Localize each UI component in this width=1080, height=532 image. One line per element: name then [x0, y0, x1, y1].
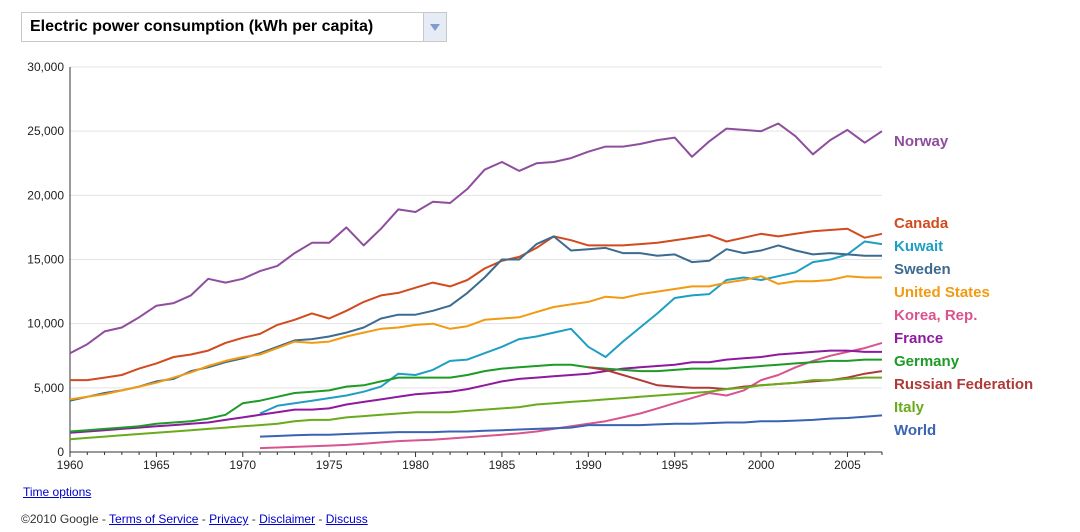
- series-line: [69, 376, 882, 441]
- legend-label: Korea, Rep.: [894, 307, 977, 324]
- legend-label: Germany: [894, 353, 960, 370]
- series-line: [69, 349, 882, 434]
- chevron-down-icon: [430, 24, 440, 31]
- footer-separator: -: [98, 512, 110, 526]
- chart-series: [69, 122, 883, 450]
- copyright-text: ©2010 Google: [21, 512, 99, 526]
- discuss-link[interactable]: Discuss: [325, 512, 368, 526]
- privacy-link[interactable]: Privacy: [209, 512, 249, 526]
- chart-legend: Norway Canada Kuwait Sweden United States Kor…: [894, 133, 1033, 439]
- x-tick-label: 2005: [834, 458, 861, 472]
- footer: ©2010 Google - Terms of Service - Privac…: [21, 512, 368, 526]
- series-line: [69, 358, 882, 433]
- legend-label: Russian Federation: [894, 376, 1033, 393]
- chart-grid: [70, 66, 882, 389]
- legend-label: France: [894, 330, 943, 347]
- y-tick-label: 15,000: [27, 253, 64, 267]
- x-tick-label: 2000: [748, 458, 775, 472]
- series-line: [259, 240, 883, 415]
- legend-label: World: [894, 422, 936, 439]
- x-tick-label: 1985: [489, 458, 516, 472]
- x-tick-label: 1975: [316, 458, 343, 472]
- disclaimer-link[interactable]: Disclaimer: [259, 512, 316, 526]
- series-line: [70, 227, 883, 382]
- x-tick-label: 1960: [57, 458, 84, 472]
- indicator-selector[interactable]: Electric power consumption (kWh per capi…: [21, 12, 447, 42]
- legend-label: Norway: [894, 133, 949, 150]
- time-options-link[interactable]: Time options: [23, 485, 92, 499]
- terms-link[interactable]: Terms of Service: [109, 512, 199, 526]
- series-line: [259, 341, 883, 450]
- y-tick-label: 5,000: [34, 381, 64, 395]
- chart-axes: 0 5,000 10,000 15,000 20,000 25,000 30,000 1960…: [27, 60, 883, 472]
- x-tick-label: 1990: [575, 458, 602, 472]
- line-chart: 0 5,000 10,000 15,000 20,000 25,000 30,000 1960…: [27, 60, 1033, 472]
- y-tick-label: 25,000: [27, 124, 64, 138]
- legend-label: Sweden: [894, 261, 951, 278]
- y-tick-label: 10,000: [27, 317, 64, 331]
- legend-label: Kuwait: [894, 238, 943, 255]
- series-line: [69, 122, 883, 355]
- x-tick-label: 1970: [229, 458, 256, 472]
- x-tick-label: 1995: [661, 458, 688, 472]
- y-tick-label: 0: [57, 445, 64, 459]
- indicator-dropdown-button[interactable]: [423, 13, 446, 41]
- series-line: [69, 275, 882, 401]
- footer-separator: -: [198, 512, 210, 526]
- series-line: [69, 235, 882, 402]
- legend-label: United States: [894, 284, 990, 301]
- y-tick-label: 20,000: [27, 188, 64, 202]
- x-tick-label: 1965: [143, 458, 170, 472]
- x-tick-label: 1980: [402, 458, 429, 472]
- legend-label: Italy: [894, 399, 925, 416]
- footer-separator: -: [248, 512, 260, 526]
- legend-label: Canada: [894, 215, 949, 232]
- indicator-label: Electric power consumption (kWh per capi…: [30, 18, 374, 35]
- footer-separator: -: [315, 512, 326, 526]
- y-tick-label: 30,000: [27, 60, 64, 74]
- series-line: [259, 414, 883, 438]
